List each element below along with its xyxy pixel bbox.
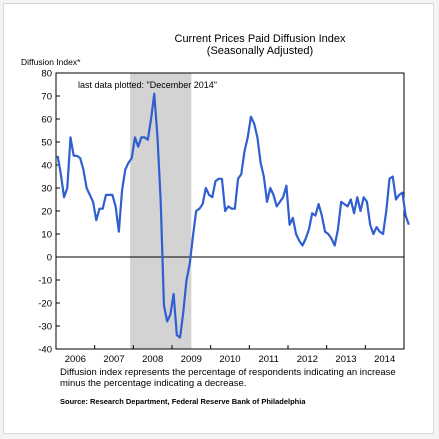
chart-subtitle: (Seasonally Adjusted) (206, 45, 314, 57)
y-tick-label: 30 (41, 184, 52, 195)
y-tick-label: 60 (41, 115, 52, 126)
y-axis-label: Diffusion Index* (21, 57, 81, 67)
last-data-annotation: last data plotted: "December 2014" (78, 80, 217, 90)
x-axis-ticks: 2006 2007 2008 2009 2010 2011 2012 2013 2014 (55, 345, 405, 365)
chart-title: Current Prices Paid Diffusion Index (174, 33, 346, 45)
y-tick-label: 10 (41, 230, 52, 241)
source-credit: Source: Research Department, Federal Res… (60, 397, 306, 406)
y-tick-label: -30 (38, 322, 52, 333)
y-tick-label: 40 (41, 161, 52, 172)
y-axis-ticks: 80 70 60 50 40 30 20 10 0 -10 -20 -30 -40 (38, 69, 60, 356)
y-tick-label: -20 (38, 299, 52, 310)
x-tick-label: 2009 (181, 354, 202, 365)
x-tick-label: 2007 (103, 354, 124, 365)
y-tick-label: 20 (41, 207, 52, 218)
x-tick-label: 2006 (65, 354, 86, 365)
x-tick-label: 2008 (142, 354, 163, 365)
x-tick-label: 2013 (335, 354, 356, 365)
series-line (56, 92, 410, 339)
y-tick-label: 50 (41, 138, 52, 149)
y-tick-label: 70 (41, 92, 52, 103)
x-tick-label: 2011 (258, 354, 278, 365)
y-tick-label: 80 (41, 69, 52, 80)
y-tick-label: -40 (38, 345, 52, 356)
footnote: Diffusion index represents the percentag… (60, 367, 396, 389)
y-tick-label: 0 (47, 253, 52, 264)
plot-area-border (55, 72, 405, 350)
x-tick-label: 2012 (297, 354, 318, 365)
series-layer (56, 92, 410, 339)
chart-frame (3, 3, 434, 434)
x-tick-label: 2014 (374, 354, 395, 365)
x-tick-label: 2010 (219, 354, 240, 365)
y-tick-label: -10 (38, 276, 52, 287)
